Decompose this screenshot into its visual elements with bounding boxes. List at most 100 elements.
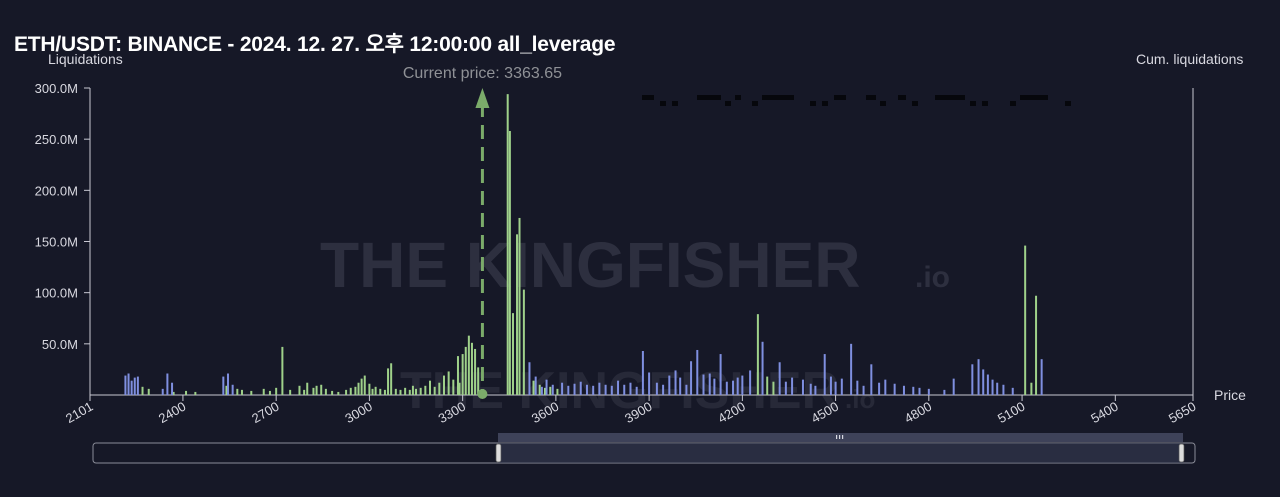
long-liquidation-bar [324,388,327,395]
short-liquidation-bar [551,384,554,395]
short-liquidation-bar [893,383,896,395]
short-liquidation-bar [610,385,613,395]
long-liquidation-bar [172,391,175,395]
y-tick-label: 250.0M [35,132,78,147]
long-liquidation-bar [544,387,546,395]
short-liquidation-bar [604,384,607,395]
short-liquidation-bar [732,380,735,395]
short-liquidation-bar [943,389,946,395]
short-liquidation-bar [791,377,794,395]
long-liquidation-bar [374,386,377,395]
short-liquidation-bar [971,364,974,395]
short-liquidation-bar [829,376,832,395]
short-liquidation-bar [862,385,865,395]
short-liquidation-bar [124,375,127,395]
legend-blocks [642,95,1071,106]
short-liquidation-bar [856,380,859,395]
long-liquidation-bar [404,387,407,395]
x-axis-title: Price [1214,387,1246,403]
watermark-suffix-2: .io [845,384,875,414]
short-liquidation-bar [674,370,677,395]
long-liquidation-bar [756,314,759,395]
long-liquidation-bar [354,386,357,395]
y-tick-label: 300.0M [35,81,78,96]
long-liquidation-bar [298,385,301,395]
slider-selection[interactable] [498,443,1183,463]
watermark-text: THE KINGFISHER [320,229,860,301]
short-liquidation-bar [528,362,531,395]
long-liquidation-bar [461,354,464,395]
bars [124,94,1043,396]
long-liquidation-bar [281,346,284,395]
watermark-text-2: THE KINGFISHER [400,362,839,420]
short-liquidation-bar [784,381,787,395]
long-liquidation-bar [390,363,393,395]
short-liquidation-bar [679,377,682,395]
short-liquidation-bar [130,380,133,395]
slider-left-handle[interactable] [495,443,502,463]
long-liquidation-bar [306,382,309,395]
short-liquidation-bar [573,383,576,395]
short-liquidation-bar [617,380,620,395]
short-liquidation-bar [161,388,164,395]
short-liquidation-bar [629,382,632,395]
short-liquidation-bar [982,369,985,395]
short-liquidation-bar [702,374,705,395]
long-liquidation-bar [303,389,306,395]
long-liquidation-bar [452,379,455,395]
short-liquidation-bar [171,382,174,395]
long-liquidation-bar [357,382,360,395]
long-liquidation-bar [337,391,340,395]
short-liquidation-bar [166,373,169,395]
long-liquidation-bar [1030,382,1033,395]
y-axis-title-left: Liquidations [48,51,123,67]
short-liquidation-bar [231,384,234,395]
short-liquidation-bar [977,359,980,395]
long-liquidation-bar [363,375,366,395]
short-liquidation-bar [991,379,994,395]
short-liquidation-bar [127,373,130,395]
short-liquidation-bar [741,375,744,395]
long-liquidation-bar [225,385,228,395]
short-liquidation-bar [778,362,781,395]
short-liquidation-bar [761,341,764,395]
x-tick-label: 2400 [156,399,189,426]
current-price-dot [477,389,488,399]
short-liquidation-bar [561,382,564,395]
long-liquidation-bar [458,382,461,395]
long-liquidation-bar [141,386,144,395]
slider-top-bar[interactable] [498,433,1183,442]
long-liquidation-bar [236,388,239,395]
chart-title: ETH/USDT: BINANCE - 2024. 12. 27. 오후 12:… [14,33,616,56]
x-tick-label: 2101 [63,399,96,426]
short-liquidation-bar [579,381,582,395]
short-liquidation-bar [136,376,139,395]
short-liquidation-bar [598,382,601,395]
x-tick-label: 3000 [342,399,375,426]
slider-right-handle[interactable] [1178,443,1185,463]
short-liquidation-bar [840,378,843,395]
zoom-slider[interactable] [92,433,1196,464]
short-liquidation-bar [952,378,955,395]
watermark-top: THE KINGFISHER .io [320,229,950,301]
long-liquidation-bar [368,383,371,395]
long-liquidation-bar [289,389,292,395]
short-liquidation-bar [870,364,873,395]
long-liquidation-bar [408,389,411,395]
y-axis-title-right: Cum. liquidations [1136,51,1243,67]
short-liquidation-bar [534,376,537,395]
long-liquidation-bar [424,385,427,395]
long-liquidation-bar [532,380,535,395]
long-liquidation-bar [349,387,352,395]
short-liquidation-bar [834,381,837,395]
short-liquidation-bar [655,382,658,395]
x-tick-label: 5650 [1166,399,1199,426]
short-liquidation-bar [635,386,638,395]
y-ticks: 50.0M 100.0M 150.0M 200.0M 250.0M 300.0M [35,81,90,352]
long-liquidation-bar [429,380,432,395]
short-liquidation-bar [685,384,688,395]
long-liquidation-bar [470,342,473,395]
long-liquidation-bar [474,348,477,395]
long-liquidation-bar [506,94,509,395]
